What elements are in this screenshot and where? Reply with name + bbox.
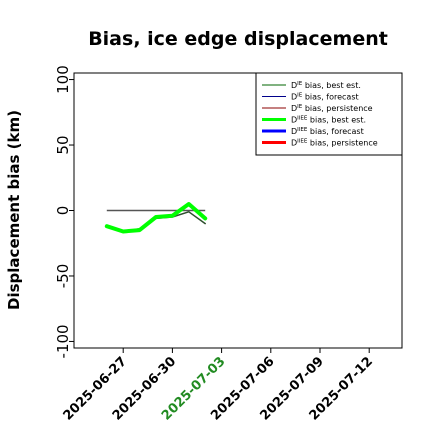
legend-label: DIE bias, best est. [291,81,361,90]
y-axis-label: Displacement bias (km) [5,110,23,310]
y-tick-label: 0 [54,206,72,216]
y-tick-label: -50 [54,264,72,289]
y-axis: 100 50 0 -50 -100 [54,65,74,358]
chart-title: Bias, ice edge displacement [88,28,388,50]
series-line-0 [106,211,206,233]
legend-label: DIE bias, forecast [291,93,359,102]
x-axis: 2025-06-272025-06-302025-07-032025-07-06… [61,348,376,424]
plot-area [73,72,403,349]
legend-label: DIIEE bias, best est. [291,116,366,125]
legend-label: DIE bias, persistence [291,104,373,113]
plot-frame [73,72,403,349]
y-tick-label: 100 [54,65,72,94]
y-tick-label: -100 [54,324,72,358]
series-line-1 [104,202,208,234]
y-tick-label: 50 [54,135,72,154]
series-group [104,202,208,234]
legend-label: DIIEE bias, persistence [291,139,378,148]
legend-label: DIIEE bias, forecast [291,127,364,136]
legend: DIE bias, best est. DIE bias, forecast DIE… [255,72,403,156]
